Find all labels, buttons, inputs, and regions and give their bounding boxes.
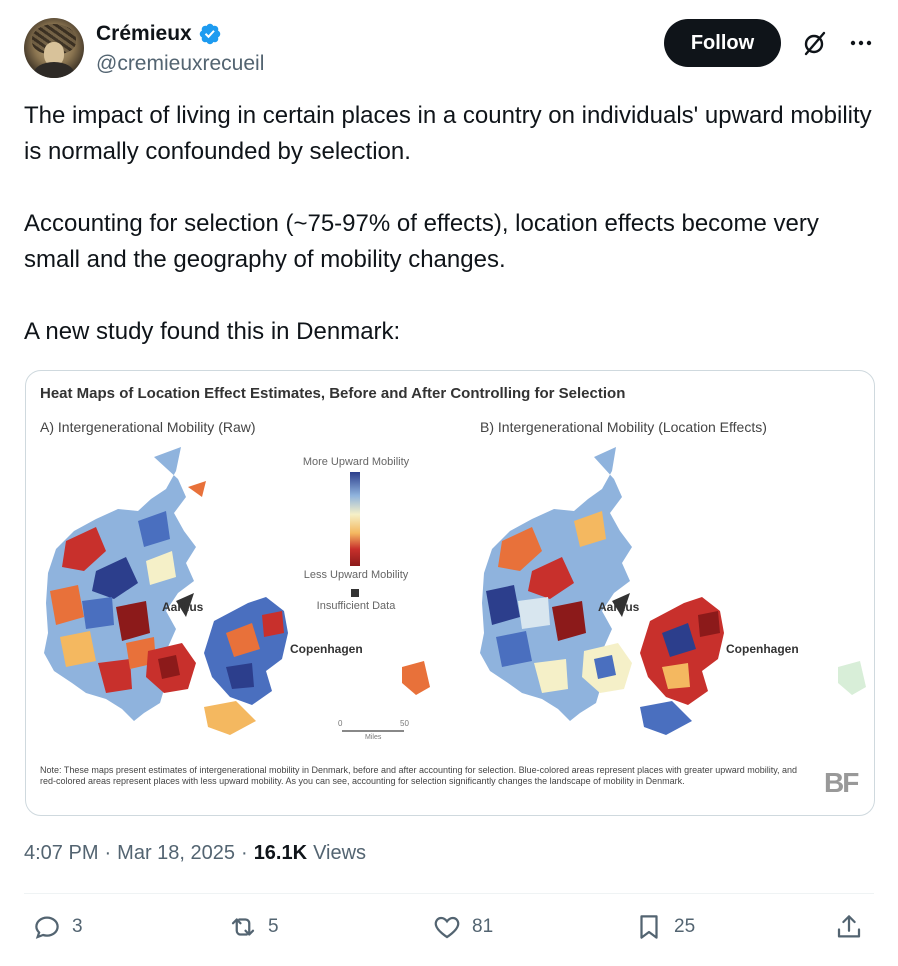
bookmark-icon <box>640 915 658 939</box>
tweet-paragraph: Accounting for selection (~75-97% of eff… <box>24 210 819 273</box>
city-label-aarhus-b: Aarhus <box>598 600 640 614</box>
tweet-media-image[interactable]: Heat Maps of Location Effect Estimates, … <box>25 370 875 816</box>
verified-badge-icon[interactable] <box>198 22 222 46</box>
repost-count: 5 <box>268 916 279 937</box>
avatar-coat <box>34 62 74 78</box>
tweet-actions: 3 5 81 25 <box>24 912 874 952</box>
map-b-bornholm <box>838 661 866 695</box>
views-count: 16.1K <box>253 842 308 864</box>
author-handle[interactable]: @cremieuxrecueil <box>96 52 265 75</box>
bookmark-button[interactable]: 25 <box>634 912 695 942</box>
follow-button[interactable]: Follow <box>664 19 781 67</box>
tweet-paragraph: A new study found this in Denmark: <box>24 318 401 345</box>
legend-color-bar <box>350 472 360 566</box>
repost-icon <box>231 918 255 936</box>
reply-button[interactable]: 3 <box>32 912 83 942</box>
scale-zero-label: 0 <box>338 719 343 728</box>
author-avatar[interactable] <box>24 18 84 78</box>
legend-na-swatch <box>351 589 359 597</box>
legend-na-label: Insufficient Data <box>316 600 396 612</box>
tweet-date[interactable]: Mar 18, 2025 <box>117 842 236 864</box>
scale-bar <box>342 730 404 732</box>
like-button[interactable]: 81 <box>432 912 493 942</box>
scale-fifty-label: 50 <box>400 719 409 728</box>
author-name-row: Crémieux <box>96 22 222 46</box>
like-count: 81 <box>472 916 494 937</box>
tweet-meta: 4:07 PM · Mar 18, 2025 · 16.1K Views <box>24 842 366 865</box>
divider <box>24 893 874 894</box>
legend-more-label: More Upward Mobility <box>302 456 410 468</box>
share-icon <box>837 915 861 938</box>
figure-title: Heat Maps of Location Effect Estimates, … <box>40 385 626 402</box>
reply-icon <box>35 916 59 939</box>
figure-note: Note: These maps present estimates of in… <box>40 765 798 786</box>
heart-icon <box>434 916 460 939</box>
legend-less-label: Less Upward Mobility <box>303 569 409 581</box>
map-a-bornholm <box>402 661 430 695</box>
tweet-paragraph: The impact of living in certain places i… <box>24 102 872 165</box>
city-label-copenhagen-b: Copenhagen <box>726 642 799 656</box>
meta-separator: · <box>241 842 248 864</box>
figure-panel-a-label: A) Intergenerational Mobility (Raw) <box>40 419 256 435</box>
map-a-laeso <box>188 481 206 497</box>
bookmark-count: 25 <box>674 916 696 937</box>
share-button[interactable] <box>834 912 864 942</box>
avatar-face <box>44 42 64 66</box>
meta-separator: · <box>104 842 112 864</box>
reply-count: 3 <box>72 916 83 937</box>
tweet-time[interactable]: 4:07 PM <box>24 842 99 864</box>
tweet-text: The impact of living in certain places i… <box>24 98 874 350</box>
map-b-funen <box>582 643 632 693</box>
map-b-zealand <box>640 597 724 735</box>
repost-button[interactable]: 5 <box>228 912 279 942</box>
city-label-copenhagen-a: Copenhagen <box>290 642 363 656</box>
grok-icon[interactable] <box>800 28 830 58</box>
denmark-heat-maps <box>44 447 866 735</box>
map-a-funen <box>146 643 196 693</box>
figure-panel-b-label: B) Intergenerational Mobility (Location … <box>480 419 767 435</box>
author-display-name[interactable]: Crémieux <box>96 22 192 45</box>
views-label: Views <box>313 842 367 864</box>
map-a-zealand <box>204 597 288 735</box>
bf-logo: BF <box>824 767 859 798</box>
more-options-icon[interactable] <box>846 28 876 58</box>
scale-unit-label: Miles <box>365 734 382 741</box>
city-label-aarhus-a: Aarhus <box>162 600 204 614</box>
